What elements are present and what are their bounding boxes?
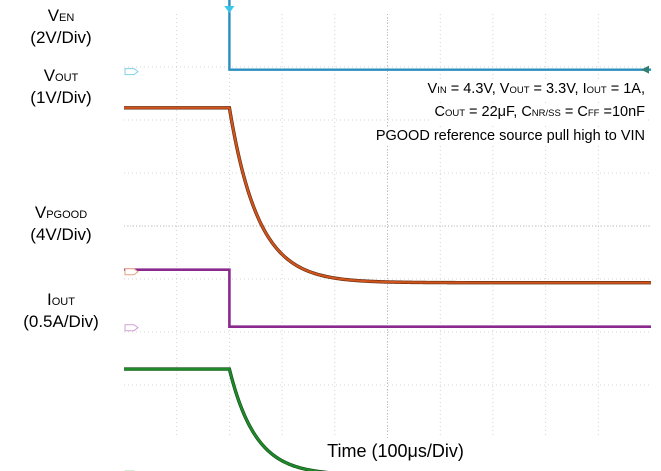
annotation-line-1: VIN = 4.3V, VOUT = 3.3V, IOUT = 1A, <box>425 80 647 100</box>
vpgood-label: VPGOOD (4V/Div) <box>30 203 92 244</box>
ven-ground-marker <box>124 68 139 76</box>
vpgood-ground-marker <box>124 324 139 332</box>
vout-label: VOUT (1V/Div) <box>30 66 92 107</box>
iout-trace <box>124 368 324 471</box>
annotation-line-2: COUT = 22μF, CNR/SS = CFF =10nF <box>432 103 647 123</box>
trigger-level-marker <box>641 65 649 74</box>
vpgood-trace <box>124 268 651 328</box>
trigger-marker <box>224 6 235 13</box>
iout-label: IOUT (0.5A/Div) <box>23 290 99 331</box>
vout-ground-marker <box>124 268 139 276</box>
ven-label: VEN (2V/Div) <box>30 6 92 47</box>
x-axis-label: Time (100μs/Div) <box>327 441 464 461</box>
annotation-line-3: PGOOD reference source pull high to VIN <box>373 127 647 146</box>
vout-trace <box>124 106 651 284</box>
